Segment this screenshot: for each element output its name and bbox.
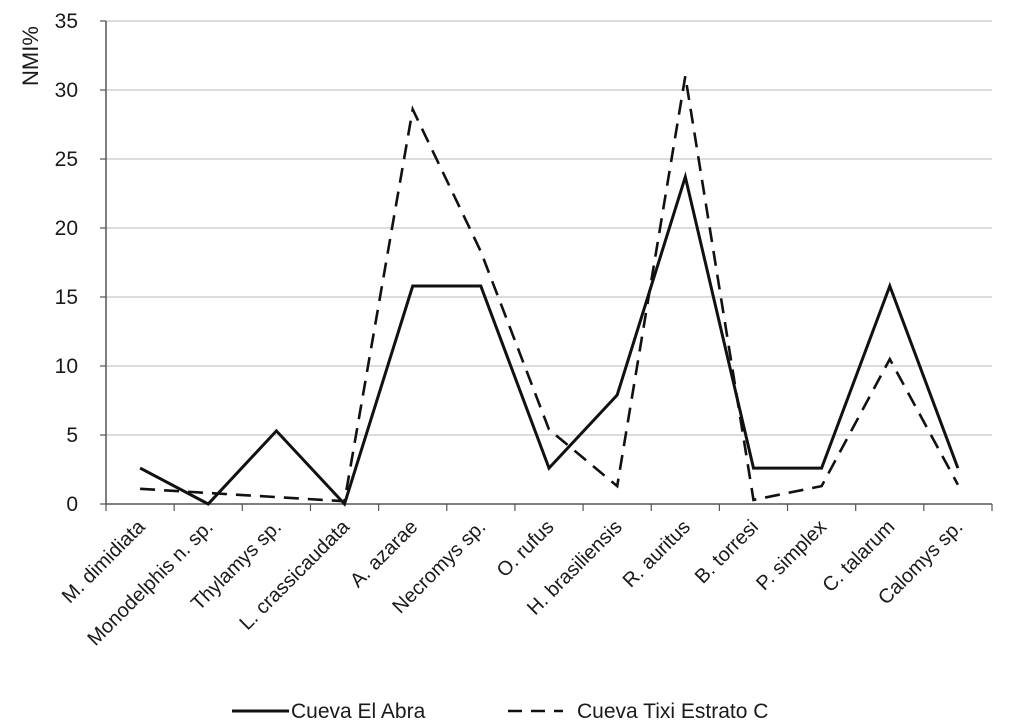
legend-label: Cueva Tixi Estrato C (577, 700, 768, 723)
series-line-cueva-tixi-estrato-c (140, 75, 960, 503)
x-tick-label: R. auritus (619, 516, 695, 592)
x-tick-label: O. rufus (493, 516, 559, 582)
series-line-cueva-el-abra (139, 171, 960, 507)
y-tick-label: 30 (55, 79, 78, 102)
series-lines (139, 75, 960, 507)
y-tick-label: 15 (55, 286, 78, 309)
y-tick-label: 35 (55, 10, 78, 33)
axes (105, 21, 992, 505)
legend: Cueva El Abra Cueva Tixi Estrato C (232, 700, 768, 723)
y-tick-label: 20 (55, 217, 78, 240)
y-tick-label: 25 (55, 148, 78, 171)
y-axis-label: NMI% (18, 26, 43, 86)
legend-label: Cueva El Abra (291, 700, 426, 723)
y-tick-labels: 0 5 10 15 20 25 30 35 (55, 10, 106, 516)
x-tick-label: Monodelphis n. sp. (83, 516, 217, 650)
y-tick-label: 5 (66, 424, 78, 447)
y-tick-label: 10 (55, 355, 78, 378)
y-tick-label: 0 (66, 493, 78, 516)
x-tick-label: B. torresi (691, 516, 763, 588)
gridlines (106, 20, 992, 436)
